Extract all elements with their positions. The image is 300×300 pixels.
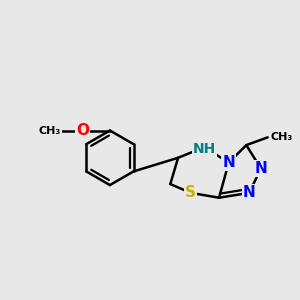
Text: N: N [222, 155, 235, 170]
Text: CH₃: CH₃ [39, 125, 61, 136]
Text: S: S [185, 185, 196, 200]
Text: O: O [76, 123, 89, 138]
Text: N: N [243, 185, 256, 200]
Text: N: N [254, 161, 267, 176]
Text: NH: NH [193, 142, 216, 156]
Text: CH₃: CH₃ [271, 132, 293, 142]
